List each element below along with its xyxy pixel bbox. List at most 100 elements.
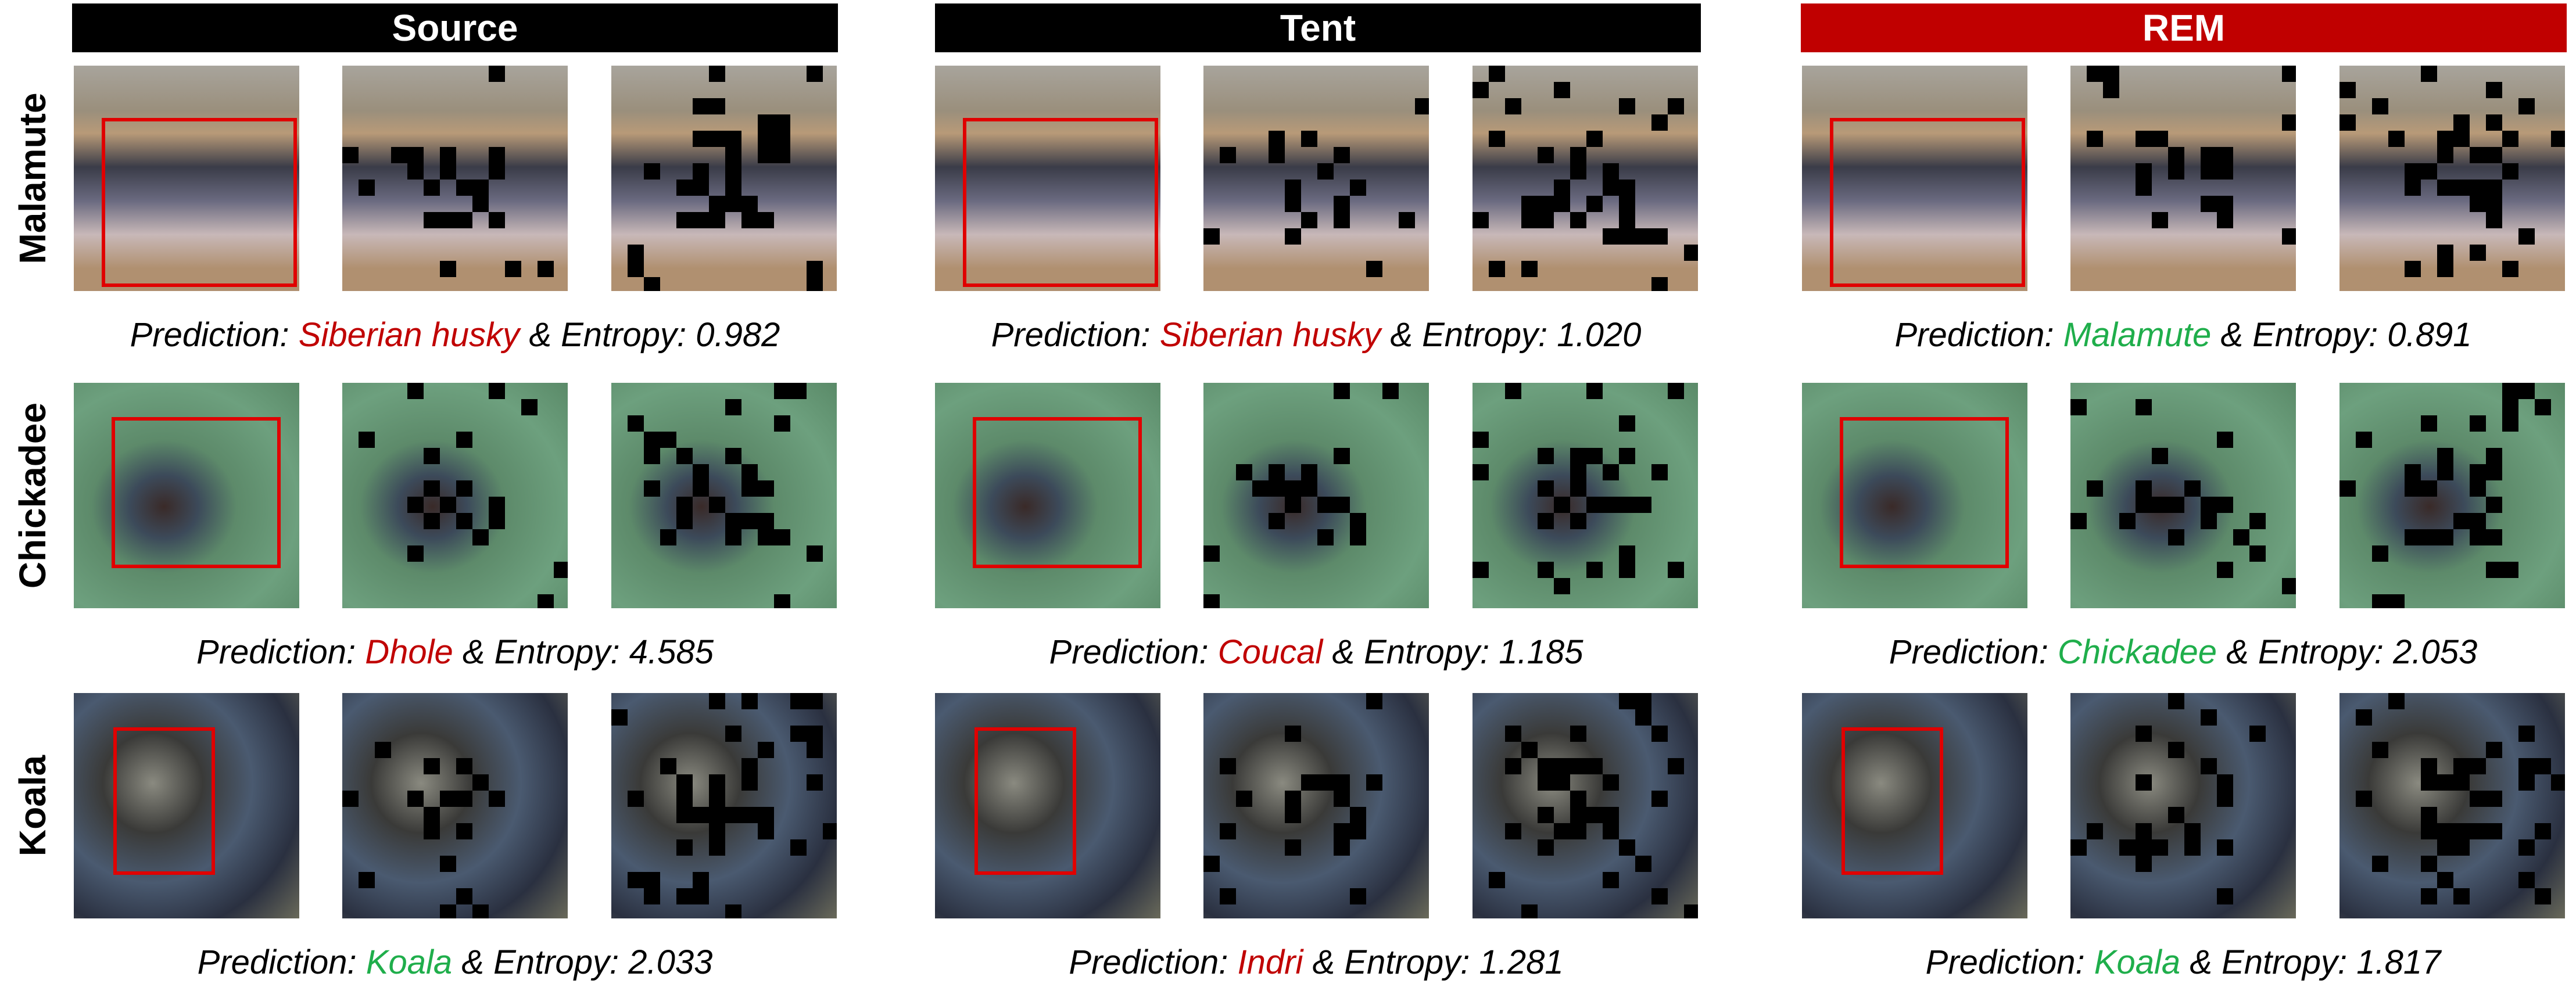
mask-patch: [2453, 114, 2470, 131]
mask-patch: [644, 163, 660, 180]
mask-patch: [2518, 726, 2535, 742]
image: [2339, 66, 2565, 291]
mask-patch: [359, 432, 375, 448]
mask-patch: [342, 147, 359, 163]
mask-patch: [2249, 726, 2266, 742]
mask-patch: [2486, 497, 2502, 513]
prediction: Indri: [1237, 943, 1303, 981]
mask-patch: [1554, 82, 1570, 98]
mask-patch: [807, 277, 823, 291]
mask-patch: [1521, 196, 1538, 212]
entropy: 1.817: [2356, 943, 2441, 981]
mask-patch: [538, 594, 554, 608]
entropy-label: & Entropy:: [462, 633, 620, 671]
mask-patch: [1472, 212, 1489, 228]
mask-patch: [2518, 872, 2535, 888]
mask-patch: [1301, 774, 1317, 791]
mask-patch: [2535, 758, 2551, 774]
mask-patch: [1570, 147, 1586, 163]
prediction-label: Prediction:: [197, 943, 357, 981]
mask-patch: [407, 383, 424, 399]
mask-patch: [2217, 497, 2233, 513]
mask-patch: [1285, 196, 1301, 212]
mask-patch: [2502, 562, 2518, 578]
mask-patch: [2388, 693, 2405, 709]
image: [2070, 66, 2296, 291]
mask-patch: [1317, 529, 1334, 545]
mask-patch: [489, 212, 505, 228]
mask-patch: [693, 872, 709, 888]
mask-patch: [2470, 758, 2486, 774]
mask-patch: [2453, 823, 2470, 839]
mask-patch: [2453, 131, 2470, 147]
mask-patch: [2453, 839, 2470, 856]
bounding-box: [1841, 727, 1943, 875]
mask-patch: [1635, 856, 1651, 872]
mask-patch: [1521, 212, 1538, 228]
mask-patch: [2437, 839, 2453, 856]
mask-patch: [2136, 497, 2152, 513]
mask-patch: [440, 212, 456, 228]
mask-patch: [676, 513, 693, 529]
mask-patch: [2518, 839, 2535, 856]
image: [1802, 66, 2027, 291]
prediction-caption: Prediction: Siberian husky & Entropy: 1.…: [991, 315, 1642, 354]
mask-patch: [644, 432, 660, 448]
mask-patch: [2405, 261, 2421, 277]
mask-patch: [1668, 562, 1684, 578]
mask-patch: [456, 212, 472, 228]
mask-patch: [1538, 147, 1554, 163]
mask-patch: [2136, 480, 2152, 497]
mask-patch: [1334, 212, 1350, 228]
mask-patch: [2437, 529, 2453, 545]
mask-patch: [2486, 82, 2502, 98]
mask-patch: [472, 529, 489, 545]
mask-patch: [2518, 758, 2535, 774]
mask-patch: [1586, 807, 1603, 823]
mask-patch: [709, 196, 725, 212]
image: [1472, 693, 1698, 918]
mask-patch: [2217, 212, 2233, 228]
mask-patch: [2201, 196, 2217, 212]
mask-patch: [1220, 888, 1236, 904]
mask-patch: [407, 791, 424, 807]
mask-patch: [2168, 497, 2184, 513]
mask-patch: [2518, 228, 2535, 245]
mask-patch: [2217, 432, 2233, 448]
mask-patch: [709, 791, 725, 807]
mask-patch: [1366, 774, 1382, 791]
mask-patch: [2249, 513, 2266, 529]
mask-patch: [2136, 399, 2152, 415]
mask-patch: [1285, 839, 1301, 856]
prediction-label: Prediction:: [1049, 633, 1209, 671]
mask-patch: [628, 791, 644, 807]
row-label: Malamute: [12, 92, 53, 264]
mask-patch: [660, 432, 676, 448]
mask-patch: [2217, 147, 2233, 163]
mask-patch: [676, 807, 693, 823]
mask-patch: [2486, 823, 2502, 839]
mask-patch: [1586, 497, 1603, 513]
mask-patch: [1684, 904, 1698, 918]
image: [74, 66, 299, 291]
mask-patch: [1619, 497, 1635, 513]
mask-patch: [1472, 562, 1489, 578]
mask-patch: [1635, 497, 1651, 513]
entropy: 1.281: [1479, 943, 1564, 981]
mask-patch: [1472, 464, 1489, 480]
mask-patch: [1521, 904, 1538, 918]
mask-patch: [2070, 513, 2087, 529]
mask-patch: [2437, 261, 2453, 277]
mask-patch: [1538, 212, 1554, 228]
mask-patch: [2405, 480, 2421, 497]
mask-patch: [2486, 180, 2502, 196]
mask-patch: [2470, 147, 2486, 163]
mask-patch: [1538, 448, 1554, 464]
image: [2070, 383, 2296, 608]
mask-patch: [1635, 228, 1651, 245]
entropy: 0.982: [696, 316, 780, 354]
mask-patch: [2388, 131, 2405, 147]
mask-patch: [489, 383, 505, 399]
mask-patch: [1668, 383, 1684, 399]
mask-patch: [790, 839, 807, 856]
